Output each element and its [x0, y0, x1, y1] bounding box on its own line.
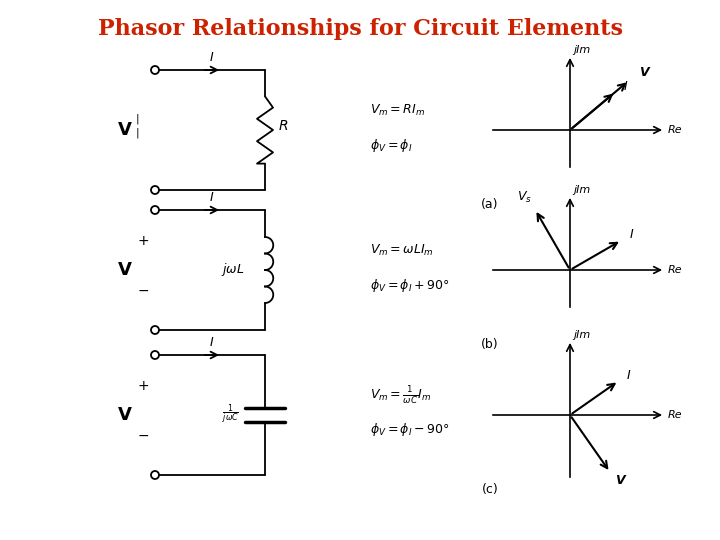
Text: |: | [135, 114, 139, 125]
Text: $V_m = \omega L I_m$: $V_m = \omega L I_m$ [370, 242, 434, 258]
Text: I: I [210, 191, 214, 204]
Text: $V_m = RI_m$: $V_m = RI_m$ [370, 103, 425, 118]
Text: $j\omega L$: $j\omega L$ [221, 261, 245, 279]
Text: (c): (c) [482, 483, 498, 496]
Text: R: R [279, 119, 289, 133]
Text: $\frac{1}{j\omega C}$: $\frac{1}{j\omega C}$ [222, 403, 238, 427]
Text: V: V [118, 121, 132, 139]
Text: I: I [629, 228, 634, 241]
Text: Re: Re [668, 265, 683, 275]
Text: Phasor Relationships for Circuit Elements: Phasor Relationships for Circuit Element… [97, 18, 623, 40]
Text: Re: Re [668, 410, 683, 420]
Text: jIm: jIm [573, 185, 590, 195]
Text: +: + [138, 234, 149, 248]
Text: V: V [118, 406, 132, 424]
Text: I: I [210, 51, 214, 64]
Text: jIm: jIm [573, 330, 590, 340]
Text: +: + [138, 379, 149, 393]
Text: $\phi_V = \phi_I - 90°$: $\phi_V = \phi_I - 90°$ [370, 422, 449, 438]
Text: V: V [615, 474, 625, 487]
Text: −: − [138, 284, 149, 298]
Text: $\phi_V = \phi_I$: $\phi_V = \phi_I$ [370, 137, 413, 153]
Text: jIm: jIm [573, 45, 590, 55]
Text: V: V [118, 261, 132, 279]
Text: $V_s$: $V_s$ [517, 191, 532, 206]
Text: I: I [624, 80, 627, 93]
Text: (b): (b) [481, 338, 499, 351]
Text: Re: Re [668, 125, 683, 135]
Text: I: I [210, 336, 214, 349]
Text: $\phi_V = \phi_I + 90°$: $\phi_V = \phi_I + 90°$ [370, 276, 449, 294]
Text: I: I [626, 369, 631, 382]
Text: $V_m = \frac{1}{\omega C}I_m$: $V_m = \frac{1}{\omega C}I_m$ [370, 384, 431, 406]
Text: (a): (a) [481, 198, 499, 211]
Text: −: − [138, 429, 149, 443]
Text: V: V [639, 65, 649, 78]
Text: |: | [135, 127, 139, 138]
